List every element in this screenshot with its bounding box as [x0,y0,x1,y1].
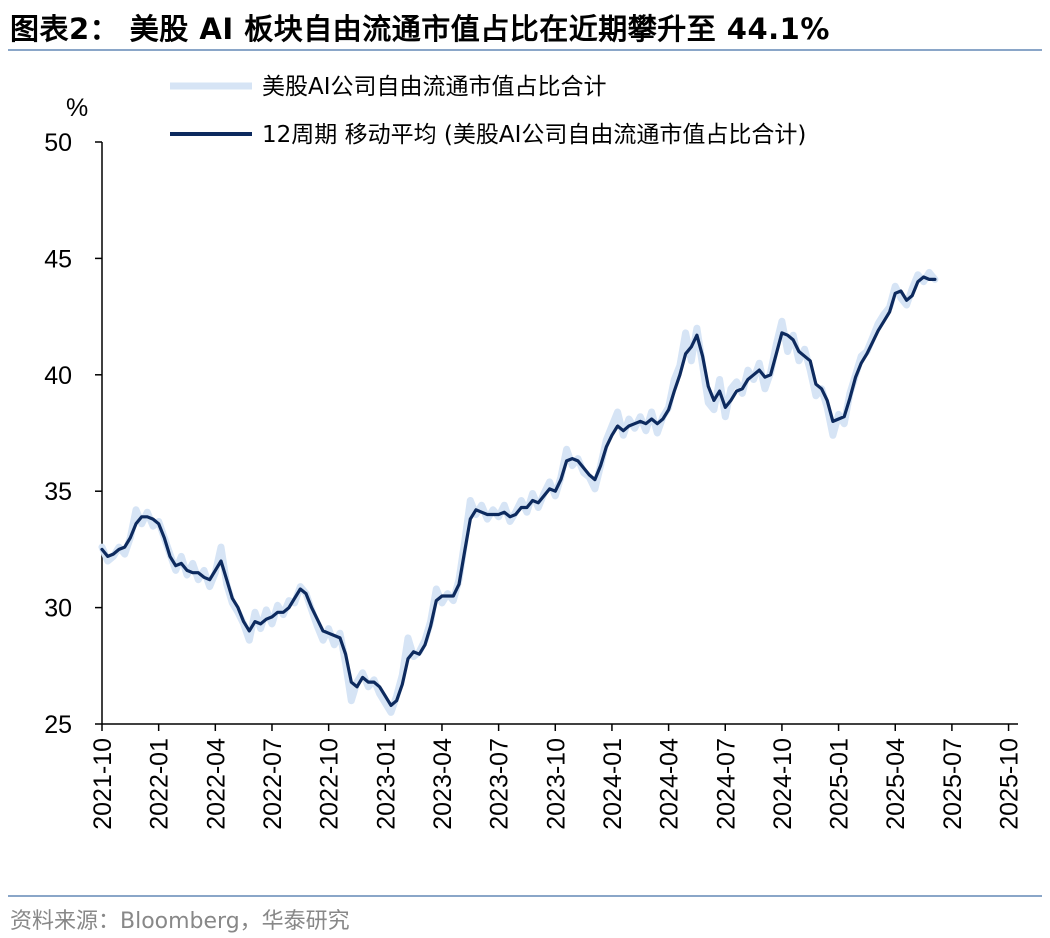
x-tick-label: 2023-04 [429,738,457,830]
y-tick-label: 30 [44,595,72,623]
series-line-raw [98,268,939,716]
y-tick-label: 40 [44,362,72,390]
y-tick-label: 25 [44,711,72,739]
x-tick-label: 2022-04 [202,738,230,830]
y-tick-label: 50 [44,129,72,157]
x-tick-label: 2024-07 [712,738,740,830]
x-tick-label: 2021-10 [89,738,117,830]
source-note: 资料来源：Bloomberg，华泰研究 [10,909,350,934]
x-tick-label: 2025-04 [882,738,910,830]
y-axis-unit: % [66,94,88,122]
x-tick-label: 2023-07 [486,738,514,830]
x-tick-label: 2023-01 [372,738,400,830]
x-tick-label: 2025-07 [939,738,967,830]
top-divider [8,49,1042,51]
x-tick-label: 2022-10 [316,738,344,830]
series-line-moving-average [100,275,937,707]
legend-label: 12周期 移动平均 (美股AI公司自由流通市值占比合计) [262,122,806,148]
x-tick-label: 2024-01 [599,738,627,830]
x-tick-label: 2025-01 [826,738,854,830]
axes: 25 30 35 40 45 50% 2021-10 2022-01 2022-04 2022-0… [44,94,1023,830]
x-tick-label: 2023-10 [542,738,570,830]
bottom-divider [8,895,1042,897]
legend: 美股AI公司自由流通市值占比合计 12周期 移动平均 (美股AI公司自由流通市值占… [170,74,806,148]
x-tick-label: 2022-01 [146,738,174,830]
x-tick-label: 2024-04 [656,738,684,830]
x-tick-label: 2022-07 [259,738,287,830]
x-tick-label: 2024-10 [769,738,797,830]
y-tick-label: 45 [44,245,72,273]
chart-title: 图表2： 美股 AI 板块自由流通市值占比在近期攀升至 44.1% [10,12,830,46]
x-tick-label: 2025-10 [996,738,1024,830]
legend-label: 美股AI公司自由流通市值占比合计 [262,74,607,100]
y-tick-label: 35 [44,478,72,506]
series-layer [98,268,939,716]
